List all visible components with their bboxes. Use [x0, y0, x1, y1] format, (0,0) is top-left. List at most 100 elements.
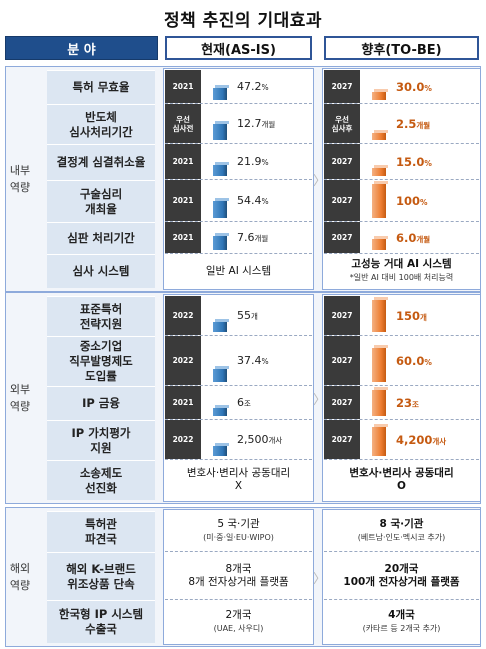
cell-now: 2022 37.4% — [165, 336, 312, 386]
cell-text: 변호사·변리사 공동대리 O — [324, 467, 479, 493]
chevron-right-icon: 〉 — [313, 393, 327, 408]
value-unit: 개월 — [416, 120, 431, 130]
current-bar — [213, 85, 229, 100]
bar-area — [360, 70, 396, 103]
row-label: 특허 무효율 — [47, 70, 155, 104]
cell-sub-text: (UAE, 사우디) — [213, 623, 264, 633]
bar-area — [201, 104, 237, 143]
row-label: 해외 K-브랜드 위조상품 단속 — [47, 552, 155, 600]
value-text: 150개 — [396, 309, 427, 323]
cell-future: 2027 6.0개월 — [324, 222, 479, 254]
cell-text: 8개국 8개 전자상거래 플랫폼 — [165, 563, 312, 589]
target-bar — [372, 165, 388, 176]
value-number: 7.6 — [237, 231, 255, 244]
year-box: 2027 — [324, 180, 360, 221]
target-bar — [372, 181, 388, 218]
value-unit: % — [261, 197, 269, 206]
cell-now: 8개국 8개 전자상거래 플랫폼 — [165, 552, 312, 600]
value-text: 30.0% — [396, 80, 432, 94]
value-text: 23조 — [396, 396, 419, 410]
bar-area — [360, 296, 396, 335]
year-box: 2022 — [165, 336, 201, 385]
cell-future: 변호사·변리사 공동대리 O — [324, 460, 479, 500]
cell-text: 일반 AI 시스템 — [165, 265, 312, 278]
bar-area — [360, 420, 396, 459]
cell-now: 우선 심사전 12.7개월 — [165, 104, 312, 144]
bar-area — [201, 144, 237, 179]
year-box: 2021 — [165, 222, 201, 253]
value-number: 30.0 — [396, 79, 425, 94]
value-text: 12.7개월 — [237, 117, 275, 130]
value-text: 6.0개월 — [396, 231, 430, 245]
header-now: 현재(AS-IS) — [165, 36, 312, 60]
target-bar — [372, 130, 388, 140]
current-bar — [213, 162, 229, 176]
cell-now: 일반 AI 시스템 — [165, 254, 312, 288]
value-number: 15.0 — [396, 154, 425, 169]
year-box: 2021 — [165, 70, 201, 103]
cell-main-text: 5 국·기관 — [217, 518, 260, 530]
cell-text: 2개국 (UAE, 사우디) — [165, 609, 312, 635]
current-bar — [213, 443, 229, 456]
bar-area — [201, 180, 237, 221]
current-bar — [213, 233, 229, 250]
row-label: 표준특허 전략지원 — [47, 296, 155, 336]
row-label: 심사 시스템 — [47, 254, 155, 288]
value-number: 60.0 — [396, 353, 425, 368]
cell-now: 2021 7.6개월 — [165, 222, 312, 254]
row-label: 구술심리 개최율 — [47, 180, 155, 222]
cell-main-text: 20개국 100개 전자상거래 플랫폼 — [343, 562, 460, 588]
cell-main-text: 2개국 — [225, 608, 252, 621]
value-text: 60.0% — [396, 354, 432, 368]
bar-area — [201, 70, 237, 103]
row-label: 반도체 심사처리기간 — [47, 104, 155, 144]
cell-future: 2027 23조 — [324, 386, 479, 420]
value-number: 4,200 — [396, 432, 433, 447]
value-unit: 개 — [420, 312, 427, 322]
year-box: 2021 — [165, 386, 201, 419]
current-bar — [213, 366, 229, 382]
target-bar — [372, 297, 388, 332]
value-unit: % — [261, 158, 269, 167]
value-unit: % — [424, 83, 432, 93]
value-text: 54.4% — [237, 194, 269, 207]
cell-main-text: 8개국 8개 전자상거래 플랫폼 — [188, 562, 289, 588]
chevron-right-icon: 〉 — [313, 174, 327, 189]
cell-now: 2022 2,500개사 — [165, 420, 312, 460]
value-number: 100 — [396, 193, 421, 208]
value-text: 47.2% — [237, 80, 269, 93]
target-bar — [372, 387, 388, 416]
cell-now: 2021 54.4% — [165, 180, 312, 222]
row-label: 중소기업 직무발명제도 도입률 — [47, 336, 155, 386]
year-box: 2027 — [324, 222, 360, 253]
value-unit: % — [261, 357, 269, 366]
cell-future: 8 국·기관 (베트남·인도·멕시코 추가) — [324, 511, 479, 552]
cell-main-text: 고성능 거대 AI 시스템 — [351, 258, 452, 270]
value-number: 6 — [237, 396, 244, 409]
cell-now: 변호사·변리사 공동대리 X — [165, 460, 312, 500]
value-number: 2.5 — [396, 116, 417, 131]
cell-now: 2021 6조 — [165, 386, 312, 420]
year-box: 2027 — [324, 336, 360, 385]
value-text: 15.0% — [396, 155, 432, 169]
value-unit: % — [424, 158, 432, 168]
row-label: 소송제도 선진화 — [47, 460, 155, 500]
value-number: 2,500 — [237, 433, 269, 446]
cell-now: 2021 47.2% — [165, 70, 312, 104]
value-text: 100% — [396, 194, 428, 208]
cell-future: 2027 150개 — [324, 296, 479, 336]
bar-area — [201, 420, 237, 459]
value-unit: 개사 — [268, 436, 283, 445]
target-bar — [372, 345, 388, 382]
bar-area — [201, 336, 237, 385]
value-text: 2.5개월 — [396, 117, 430, 131]
value-text: 6조 — [237, 396, 251, 409]
year-box: 2027 — [324, 144, 360, 179]
cell-now: 2개국 (UAE, 사우디) — [165, 600, 312, 643]
group-label: 외부 역량 — [9, 383, 31, 413]
value-unit: % — [424, 357, 432, 367]
value-number: 37.4 — [237, 354, 262, 367]
year-box: 2027 — [324, 296, 360, 335]
year-box: 우선 심사전 — [165, 104, 201, 143]
row-label: IP 금융 — [47, 386, 155, 420]
